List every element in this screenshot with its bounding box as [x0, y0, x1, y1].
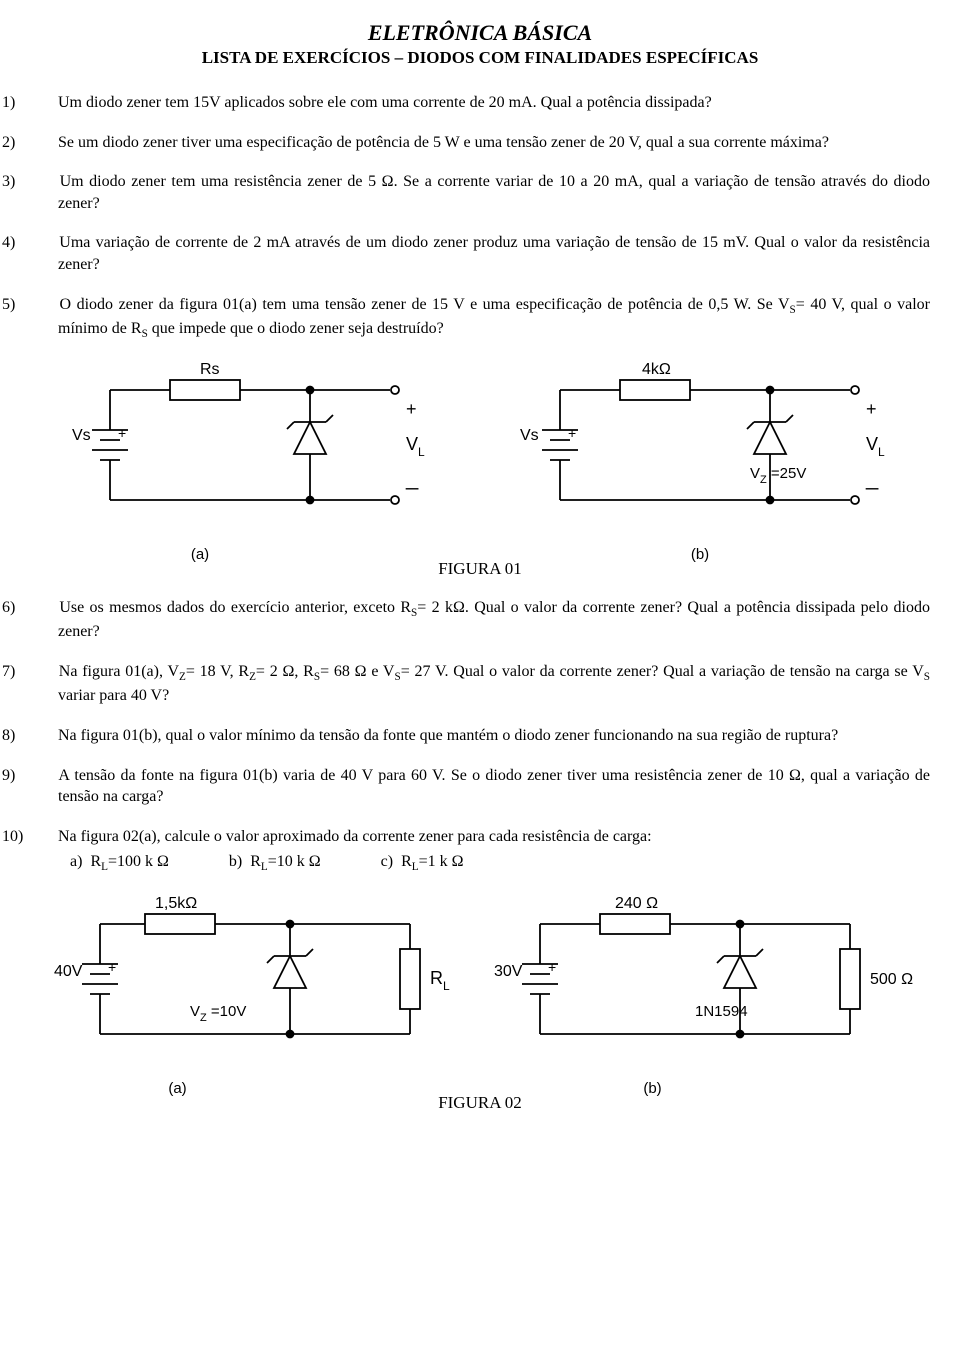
vs-2b: 30V: [494, 963, 523, 980]
out-plus-b: +: [866, 399, 877, 419]
figure-01: Rs Vs + + _ VL 4: [30, 360, 930, 540]
q3: 3) Um diodo zener tem uma resistência ze…: [30, 171, 930, 214]
vz-b: V: [750, 465, 760, 482]
svg-text:VZ =10V: VZ =10V: [190, 1003, 246, 1024]
q10b-r: R: [250, 853, 261, 870]
vz-2a: V: [190, 1003, 200, 1020]
vl-a: V: [406, 434, 418, 454]
circuit-01b: 4kΩ Vs + + _ VL VZ =25V: [490, 360, 910, 540]
rs-label: Rs: [200, 361, 220, 378]
plus-2b: +: [548, 959, 556, 975]
q2-text: Se um diodo zener tiver uma especificaçã…: [58, 134, 829, 151]
q10a-v: =100 k Ω: [108, 853, 169, 870]
vs-label-a: Vs: [72, 427, 91, 444]
q10a-r: R: [90, 853, 101, 870]
q3-text: Um diodo zener tem uma resistência zener…: [58, 173, 930, 212]
vz-val-2a: =10V: [207, 1003, 247, 1020]
q8: 8) Na figura 01(b), qual o valor mínimo …: [30, 725, 930, 747]
q5: 5) O diodo zener da figura 01(a) tem uma…: [30, 294, 930, 343]
vs-2a: 40V: [54, 963, 83, 980]
q6: 6) Use os mesmos dados do exercício ante…: [30, 597, 930, 643]
q7-b: = 18 V, R: [186, 663, 249, 680]
q7-a: Na figura 01(a), V: [59, 663, 179, 680]
src-plus-b: +: [568, 425, 576, 441]
vl-sub-b: L: [878, 445, 885, 459]
fig01-title: FIGURA 01: [30, 559, 930, 579]
vs-label-b: Vs: [520, 427, 539, 444]
doc-subtitle: LISTA DE EXERCÍCIOS – DIODOS COM FINALID…: [30, 48, 930, 68]
q7-f: variar para 40 V?: [58, 687, 169, 704]
svg-text:VL: VL: [866, 434, 885, 459]
out-plus-a: +: [406, 399, 417, 419]
q7-c: = 2 Ω, R: [256, 663, 314, 680]
src-plus-a: +: [118, 425, 126, 441]
fig02a-label: (a): [168, 1080, 186, 1097]
plus-2a: +: [108, 959, 116, 975]
diode-2b: 1N1594: [695, 1003, 748, 1020]
q7-e: = 27 V. Qual o valor da corrente zener? …: [401, 663, 924, 680]
q10: 10) Na figura 02(a), calcule o valor apr…: [30, 826, 930, 876]
fig01b-label: (b): [691, 546, 709, 563]
q10-text: Na figura 02(a), calcule o valor aproxim…: [58, 828, 652, 845]
q9-text: A tensão da fonte na figura 01(b) varia …: [58, 767, 930, 806]
out-minus-a: _: [405, 465, 419, 490]
r-label-2b: 240 Ω: [615, 895, 658, 912]
q10b-v: =10 k Ω: [268, 853, 321, 870]
vl-sub-a: L: [418, 445, 425, 459]
vl-b: V: [866, 434, 878, 454]
q6-text-a: Use os mesmos dados do exercício anterio…: [59, 599, 411, 616]
svg-text:VL: VL: [406, 434, 425, 459]
doc-title: ELETRÔNICA BÁSICA: [30, 20, 930, 46]
q1-text: Um diodo zener tem 15V aplicados sobre e…: [58, 94, 712, 111]
circuit-01a: Rs Vs + + _ VL: [50, 360, 450, 540]
q10c-r: R: [401, 853, 412, 870]
q10c-v: =1 k Ω: [419, 853, 464, 870]
q8-text: Na figura 01(b), qual o valor mínimo da …: [58, 727, 838, 744]
rl-2b: 500 Ω: [870, 971, 913, 988]
figure-02: 1,5kΩ 40V + VZ =10V RL: [30, 894, 930, 1074]
vz-val-b: =25V: [767, 465, 807, 482]
out-minus-b: _: [865, 465, 879, 490]
q7-d: = 68 Ω e V: [320, 663, 394, 680]
rl-2a: R: [430, 968, 443, 988]
q9: 9) A tensão da fonte na figura 01(b) var…: [30, 765, 930, 808]
fig01a-label: (a): [191, 546, 209, 563]
r-label-2a: 1,5kΩ: [155, 895, 197, 912]
q4-text: Uma variação de corrente de 2 mA através…: [58, 234, 930, 273]
rl-sub-2a: L: [443, 979, 450, 993]
circuit-02a: 1,5kΩ 40V + VZ =10V RL: [40, 894, 460, 1074]
q4: 4) Uma variação de corrente de 2 mA atra…: [30, 232, 930, 275]
q7: 7) Na figura 01(a), VZ= 18 V, RZ= 2 Ω, R…: [30, 661, 930, 707]
circuit-02b: 240 Ω 30V + 1N1594 500 Ω: [480, 894, 920, 1074]
fig02b-label: (b): [643, 1080, 661, 1097]
q5-text-a: O diodo zener da figura 01(a) tem uma te…: [60, 296, 790, 313]
q2: 2) Se um diodo zener tiver uma especific…: [30, 132, 930, 154]
fig02-title: FIGURA 02: [30, 1093, 930, 1113]
q5-text-c: que impede que o diodo zener seja destru…: [148, 320, 444, 337]
svg-text:RL: RL: [430, 968, 450, 993]
svg-text:VZ =25V: VZ =25V: [750, 465, 806, 486]
q1: 1) Um diodo zener tem 15V aplicados sobr…: [30, 92, 930, 114]
r-label-b: 4kΩ: [642, 361, 671, 378]
